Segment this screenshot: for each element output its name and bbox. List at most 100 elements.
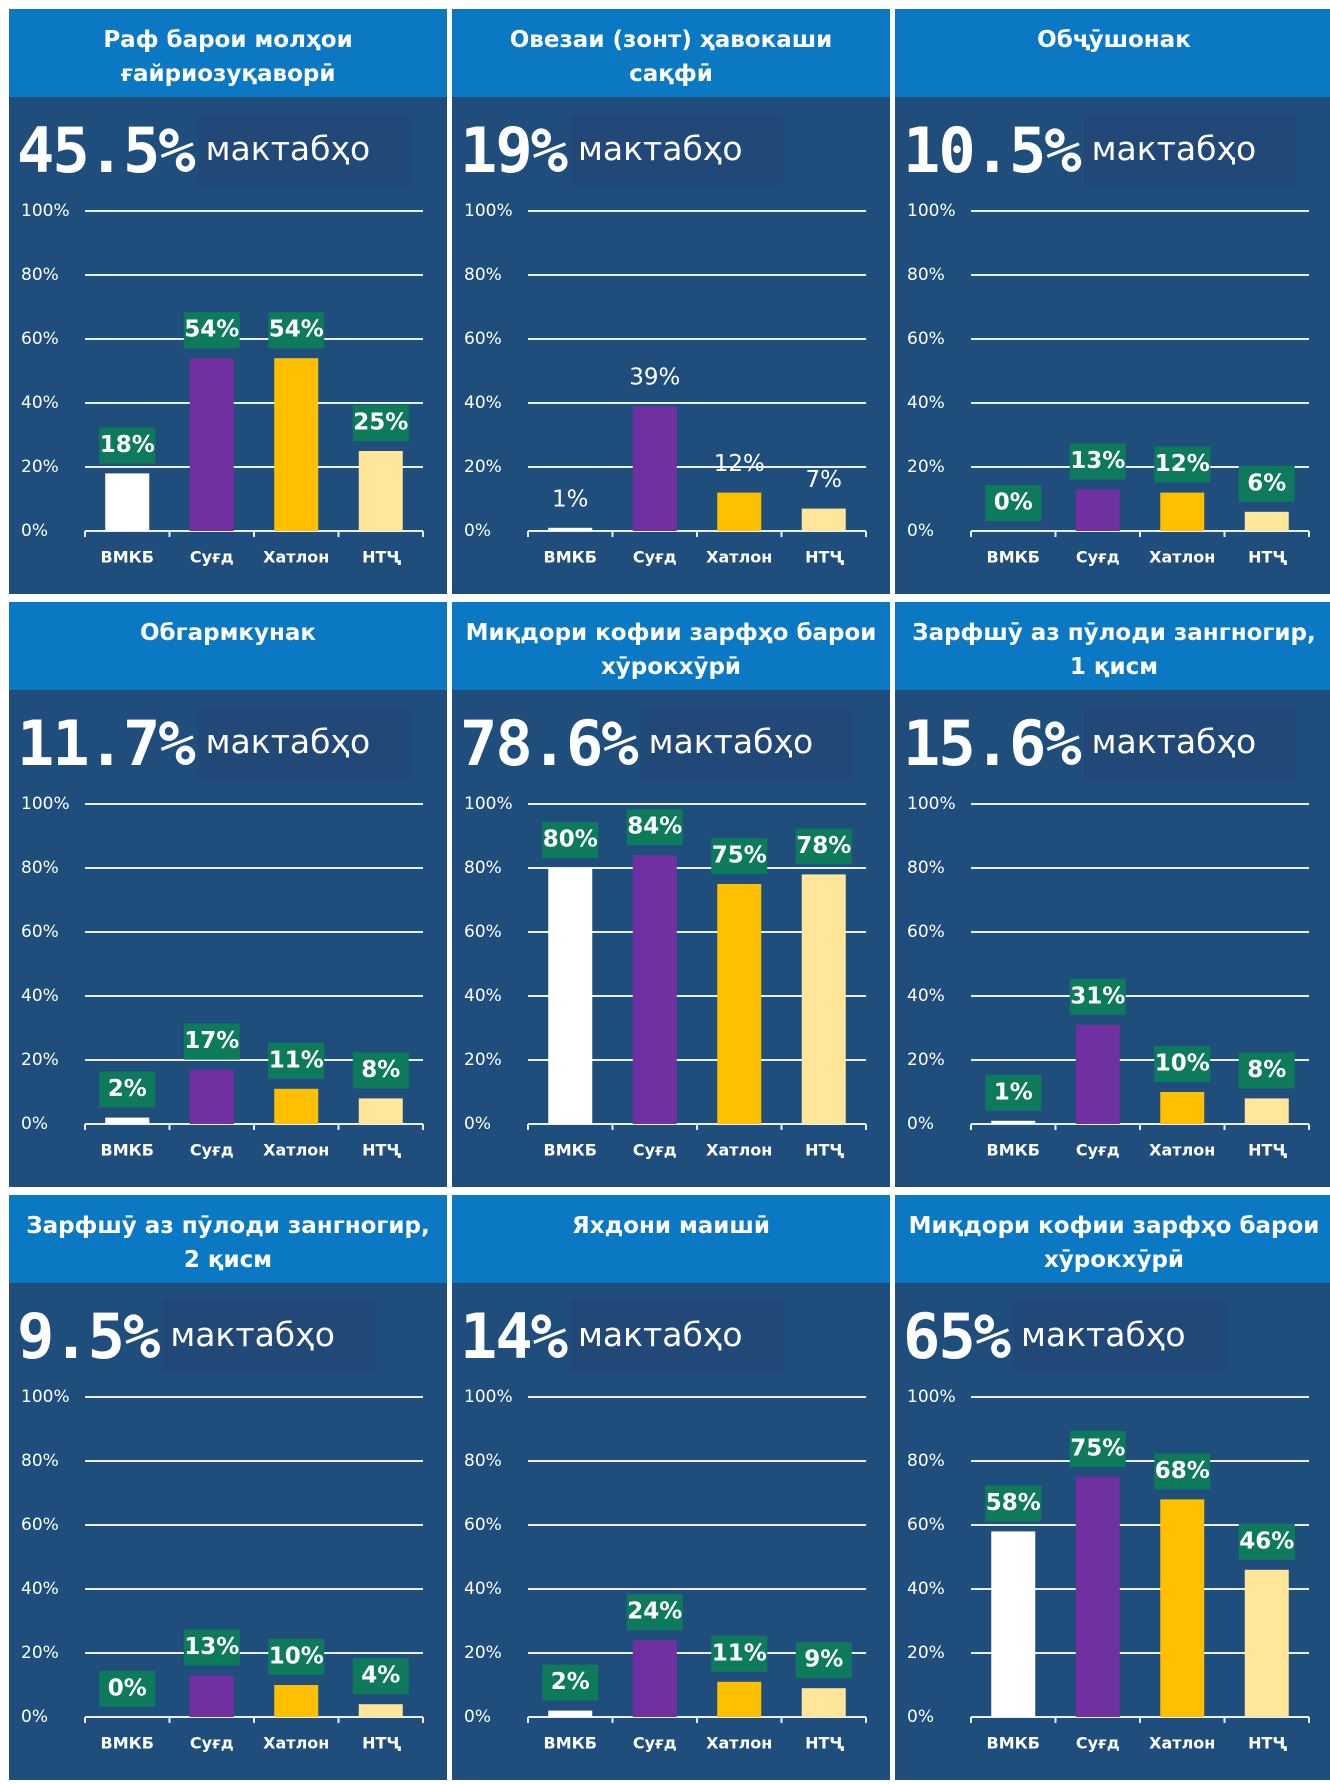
y-tick-label: 80% <box>21 1451 59 1471</box>
value-label-box <box>99 1671 156 1707</box>
value-label-box <box>985 1074 1042 1111</box>
bar <box>632 855 677 1124</box>
chart-panel: 0% 20% 40% 60% 80% 100% ВМКБ 1% Суғд 31% Хатлон 10%… <box>895 602 1330 1187</box>
value-label: 12% <box>1155 451 1210 477</box>
bar <box>274 1685 319 1717</box>
bar <box>801 874 846 1124</box>
bar <box>1160 1092 1205 1124</box>
x-tick-label: НТҶ <box>805 1141 844 1160</box>
headline-value: 9.5% <box>17 1299 160 1373</box>
bar <box>358 1704 403 1717</box>
value-label: 78% <box>796 833 851 859</box>
value-label-box <box>795 828 852 865</box>
x-tick-label: НТҶ <box>805 548 844 567</box>
headline-unit: мактабҳо <box>1083 114 1297 186</box>
y-tick-label: 100% <box>464 1387 513 1407</box>
bar <box>105 1117 150 1124</box>
chart: 0% 20% 40% 60% 80% 100% ВМКБ 0% Суғд 13% Хатлон 12%… <box>907 201 1310 567</box>
value-label: 4% <box>361 1663 400 1689</box>
x-tick-label: НТҶ <box>1248 1734 1287 1753</box>
y-tick-label: 60% <box>21 329 59 349</box>
y-tick-label: 40% <box>464 986 502 1006</box>
headline: 15.6% мактабҳо <box>903 700 1297 786</box>
y-tick-label: 0% <box>21 1114 48 1134</box>
x-tick-label: НТҶ <box>362 1141 401 1160</box>
value-label: 17% <box>184 1028 239 1054</box>
bar <box>189 358 234 531</box>
y-tick-label: 40% <box>21 393 59 413</box>
y-tick-label: 80% <box>464 858 502 878</box>
y-tick-label: 60% <box>907 922 945 942</box>
chart-title: Раф барои молҳои ғайриозуқаворӣ <box>9 9 447 97</box>
bar <box>991 1120 1036 1124</box>
value-label-box <box>1069 443 1126 480</box>
value-label: 1% <box>994 1079 1033 1105</box>
x-tick-label: Хатлон <box>263 1734 329 1753</box>
bar <box>991 1531 1036 1717</box>
x-tick-label: НТҶ <box>362 548 401 567</box>
x-tick-label: Хатлон <box>263 1141 329 1160</box>
bar <box>1160 492 1205 531</box>
x-tick-label: Хатлон <box>1149 1734 1215 1753</box>
x-tick-label: НТҶ <box>805 1734 844 1753</box>
value-label: 0% <box>994 490 1033 516</box>
y-tick-label: 60% <box>21 1515 59 1535</box>
x-tick-label: ВМКБ <box>544 548 597 567</box>
value-label-box <box>1154 1046 1211 1082</box>
x-tick-label: НТҶ <box>1248 548 1287 567</box>
value-label-box <box>711 1635 768 1672</box>
value-label: 75% <box>712 843 767 869</box>
x-tick-label: Суғд <box>1076 548 1120 567</box>
headline-value: 11.7% <box>17 706 196 780</box>
value-label: 13% <box>1070 448 1125 474</box>
bar <box>717 1681 762 1717</box>
y-tick-label: 40% <box>907 1579 945 1599</box>
x-tick-label: ВМКБ <box>987 1734 1040 1753</box>
y-tick-label: 20% <box>464 457 502 477</box>
x-tick-label: ВМКБ <box>544 1141 597 1160</box>
chart: 0% 20% 40% 60% 80% 100% ВМКБ 0% Суғд 13% Хатлон 10%… <box>21 1387 424 1753</box>
y-tick-label: 40% <box>464 393 502 413</box>
chart: 0% 20% 40% 60% 80% 100% ВМКБ 1% Суғд 39% Хатлон 12%… <box>464 201 867 567</box>
chart-panel: 0% 20% 40% 60% 80% 100% ВМКБ 2% Суғд 24% Хатлон 11%… <box>452 1195 890 1780</box>
headline-unit: мактабҳо <box>1083 707 1297 779</box>
x-tick-label: Хатлон <box>263 548 329 567</box>
value-label: 10% <box>1155 1051 1210 1077</box>
y-tick-label: 0% <box>907 1114 934 1134</box>
y-tick-label: 40% <box>464 1579 502 1599</box>
bar <box>189 1675 234 1717</box>
y-tick-label: 40% <box>907 393 945 413</box>
headline-unit: мактабҳо <box>569 1300 783 1372</box>
chart: 0% 20% 40% 60% 80% 100% ВМКБ 1% Суғд 31% Хатлон 10%… <box>907 794 1310 1160</box>
y-tick-label: 100% <box>464 201 513 221</box>
x-tick-label: ВМКБ <box>987 1141 1040 1160</box>
value-label: 11% <box>269 1047 324 1073</box>
headline-unit: мактабҳо <box>1012 1300 1226 1372</box>
x-tick-label: ВМКБ <box>544 1734 597 1753</box>
value-label: 10% <box>269 1644 324 1670</box>
value-label-box <box>985 1485 1042 1522</box>
chart-title: Зарфшӯ аз пӯлоди зангногир, 1 қисм <box>895 602 1330 690</box>
chart-panel: 0% 20% 40% 60% 80% 100% ВМКБ 0% Суғд 13% Хатлон 12%… <box>895 9 1330 594</box>
chart-title: Обгармкунак <box>9 602 447 690</box>
x-tick-label: Хатлон <box>706 1734 772 1753</box>
y-tick-label: 0% <box>21 1707 48 1727</box>
bar <box>1244 1098 1289 1124</box>
x-tick-label: Хатлон <box>706 1141 772 1160</box>
value-label: 6% <box>1247 470 1286 496</box>
value-label-box <box>352 1658 409 1695</box>
y-tick-label: 20% <box>907 1643 945 1663</box>
y-tick-label: 100% <box>21 1387 70 1407</box>
y-tick-label: 0% <box>21 521 48 541</box>
y-tick-label: 80% <box>21 265 59 285</box>
chart: 0% 20% 40% 60% 80% 100% ВМКБ 58% Суғд 75% Хатлон 68… <box>907 1387 1310 1753</box>
headline: 14% мактабҳо <box>460 1293 783 1379</box>
y-tick-label: 60% <box>464 329 502 349</box>
chart: 0% 20% 40% 60% 80% 100% ВМКБ 80% Суғд 84% Хатлон 75… <box>464 794 867 1160</box>
value-label: 39% <box>629 365 680 391</box>
bar <box>1075 489 1120 531</box>
headline: 11.7% мактабҳо <box>17 700 411 786</box>
value-label-box <box>183 312 240 349</box>
value-label: 8% <box>361 1057 400 1083</box>
value-label: 46% <box>1239 1528 1294 1554</box>
